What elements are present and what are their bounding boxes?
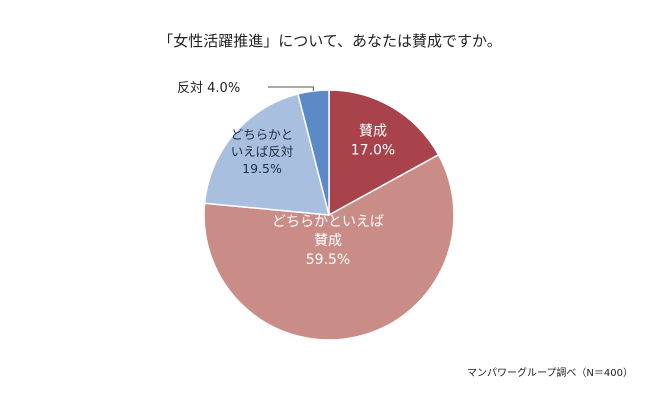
pie-slice-somewhat-oppose (203, 93, 330, 216)
slice-label-somewhat-agree: どちらかといえば賛成 59.5% (272, 214, 384, 268)
slice-label-line: 賛成 (314, 233, 342, 249)
slice-value-agree: 17.0% (351, 142, 395, 158)
pie-slice-agree (328, 89, 440, 217)
slice-label-somewhat-oppose: どちらかといえば反対 19.5% (231, 127, 294, 176)
leader-line-oppose (268, 86, 314, 91)
slice-label-line: どちらかといえば (272, 214, 384, 230)
pie-slice-somewhat-agree (203, 153, 455, 341)
slice-label-line: どちらかと (231, 127, 294, 142)
pie-labels: 賛成 17.0%どちらかといえば賛成 59.5%どちらかといえば反対 19.5%反対 … (177, 81, 395, 268)
slice-label-line: 賛成 (359, 124, 387, 140)
source-note: マンパワーグループ調べ（N＝400） (467, 368, 633, 379)
slice-label-line: いえば反対 (231, 144, 294, 159)
slice-label-agree: 賛成 17.0% (351, 124, 395, 159)
slice-value-somewhat-oppose: 19.5% (242, 161, 282, 176)
slice-value-somewhat-agree: 59.5% (306, 252, 350, 268)
pie-slices (203, 89, 455, 341)
pie-slice-oppose (297, 89, 330, 216)
slice-label-oppose: 反対 4.0% (177, 81, 240, 96)
chart-title: 「女性活躍推進」について、あなたは賛成ですか。 (158, 32, 502, 50)
